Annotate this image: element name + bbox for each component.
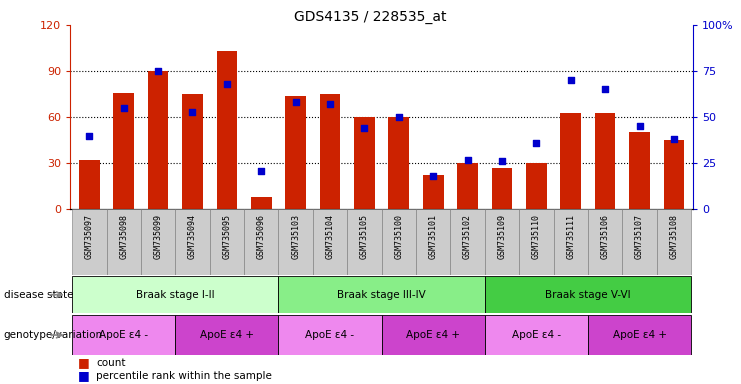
Text: ApoE ε4 -: ApoE ε4 - bbox=[512, 330, 561, 340]
Point bbox=[531, 140, 542, 146]
Text: GSM735102: GSM735102 bbox=[463, 214, 472, 259]
Bar bbox=[251, 197, 271, 209]
Bar bbox=[451, 209, 485, 275]
Bar bbox=[382, 209, 416, 275]
Bar bbox=[244, 209, 279, 275]
Text: GSM735105: GSM735105 bbox=[360, 214, 369, 259]
Point bbox=[187, 109, 199, 115]
Text: GSM735095: GSM735095 bbox=[222, 214, 231, 259]
Point bbox=[221, 81, 233, 87]
Bar bbox=[216, 51, 237, 209]
Point bbox=[256, 167, 268, 174]
Point bbox=[118, 105, 130, 111]
Bar bbox=[348, 209, 382, 275]
Text: GSM735110: GSM735110 bbox=[532, 214, 541, 259]
Bar bbox=[526, 163, 547, 209]
Bar bbox=[560, 113, 581, 209]
Text: GSM735104: GSM735104 bbox=[325, 214, 334, 259]
Text: GSM735106: GSM735106 bbox=[601, 214, 610, 259]
Text: GSM735109: GSM735109 bbox=[497, 214, 507, 259]
Bar bbox=[595, 113, 616, 209]
Bar bbox=[313, 209, 348, 275]
Bar bbox=[622, 209, 657, 275]
Text: ApoE ε4 +: ApoE ε4 + bbox=[613, 330, 667, 340]
Bar bbox=[176, 209, 210, 275]
Text: ApoE ε4 -: ApoE ε4 - bbox=[305, 330, 355, 340]
Text: GSM735100: GSM735100 bbox=[394, 214, 403, 259]
Bar bbox=[182, 94, 203, 209]
Bar bbox=[423, 175, 444, 209]
Point bbox=[359, 125, 370, 131]
Bar bbox=[72, 315, 176, 355]
Text: GSM735097: GSM735097 bbox=[84, 214, 94, 259]
Point bbox=[84, 132, 96, 139]
Point bbox=[324, 101, 336, 107]
Text: ■: ■ bbox=[78, 369, 90, 382]
Bar bbox=[485, 315, 588, 355]
Point bbox=[462, 156, 473, 162]
Bar bbox=[72, 276, 279, 313]
Bar bbox=[388, 117, 409, 209]
Text: disease state: disease state bbox=[4, 290, 73, 300]
Bar bbox=[113, 93, 134, 209]
Bar bbox=[629, 132, 650, 209]
Bar bbox=[279, 315, 382, 355]
Bar bbox=[279, 276, 485, 313]
Bar bbox=[319, 94, 340, 209]
Text: GSM735101: GSM735101 bbox=[429, 214, 438, 259]
Bar bbox=[382, 315, 485, 355]
Point bbox=[599, 86, 611, 93]
Point bbox=[668, 136, 679, 142]
Bar bbox=[416, 209, 451, 275]
Bar bbox=[176, 315, 279, 355]
Text: GSM735099: GSM735099 bbox=[153, 214, 162, 259]
Text: GSM735107: GSM735107 bbox=[635, 214, 644, 259]
Bar bbox=[657, 209, 691, 275]
Text: percentile rank within the sample: percentile rank within the sample bbox=[96, 371, 272, 381]
Text: GSM735096: GSM735096 bbox=[256, 214, 266, 259]
Text: count: count bbox=[96, 358, 126, 368]
Bar bbox=[664, 140, 684, 209]
Bar bbox=[588, 315, 691, 355]
Text: ApoE ε4 +: ApoE ε4 + bbox=[406, 330, 460, 340]
Bar bbox=[588, 209, 622, 275]
Text: GSM735094: GSM735094 bbox=[188, 214, 197, 259]
Bar bbox=[107, 209, 141, 275]
Text: GSM735103: GSM735103 bbox=[291, 214, 300, 259]
Text: Braak stage V-VI: Braak stage V-VI bbox=[545, 290, 631, 300]
Text: ■: ■ bbox=[78, 356, 90, 369]
Bar bbox=[519, 209, 554, 275]
Bar bbox=[457, 163, 478, 209]
Bar bbox=[354, 117, 375, 209]
Text: Braak stage III-IV: Braak stage III-IV bbox=[337, 290, 426, 300]
Point bbox=[565, 77, 576, 83]
Bar bbox=[210, 209, 244, 275]
Point bbox=[634, 123, 645, 129]
Point bbox=[290, 99, 302, 106]
Bar bbox=[79, 160, 99, 209]
Text: ApoE ε4 +: ApoE ε4 + bbox=[200, 330, 254, 340]
Text: GSM735098: GSM735098 bbox=[119, 214, 128, 259]
Text: GDS4135 / 228535_at: GDS4135 / 228535_at bbox=[294, 10, 447, 23]
Bar bbox=[72, 209, 107, 275]
Bar bbox=[285, 96, 306, 209]
Bar bbox=[554, 209, 588, 275]
Text: Braak stage I-II: Braak stage I-II bbox=[136, 290, 215, 300]
Text: GSM735111: GSM735111 bbox=[566, 214, 575, 259]
Point bbox=[428, 173, 439, 179]
Bar bbox=[141, 209, 176, 275]
Bar bbox=[485, 276, 691, 313]
Bar bbox=[485, 209, 519, 275]
Point bbox=[496, 158, 508, 164]
Bar bbox=[147, 71, 168, 209]
Text: genotype/variation: genotype/variation bbox=[4, 330, 103, 340]
Text: GSM735108: GSM735108 bbox=[669, 214, 679, 259]
Text: ApoE ε4 -: ApoE ε4 - bbox=[99, 330, 148, 340]
Point bbox=[152, 68, 164, 74]
Point bbox=[393, 114, 405, 120]
Bar bbox=[492, 168, 512, 209]
Bar bbox=[279, 209, 313, 275]
